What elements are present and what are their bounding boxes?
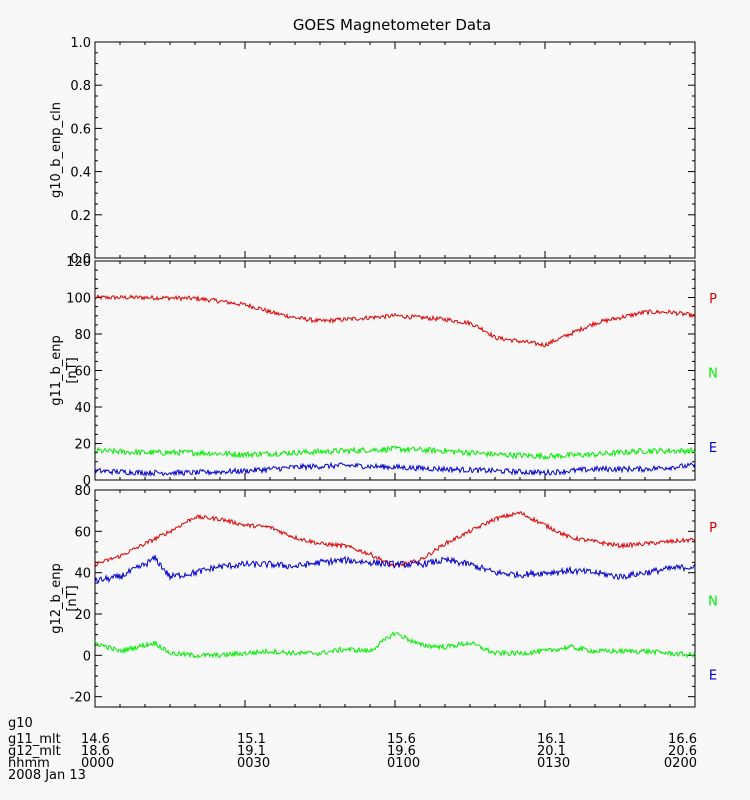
panel-3: -20 0 20 40 60 80 g12_b_enp [nT] P N E xyxy=(49,484,718,708)
panel-2: 0 20 40 60 80 100 120 g11_b_enp [nT] P N E xyxy=(49,255,718,489)
panel-1: 0.0 0.2 0.4 0.6 0.8 1.0 g10_b_enp_cln xyxy=(49,36,696,267)
x-tick-label-hhmm: 0200 xyxy=(664,756,697,771)
y-tick-label: 0.6 xyxy=(70,122,91,137)
x-tick-label-g12_mlt: 19.6 xyxy=(387,744,416,759)
y-tick-label: 40 xyxy=(74,401,91,416)
x-tick-label-g12_mlt: 19.1 xyxy=(237,744,266,759)
x-tick-label-g12_mlt: 20.1 xyxy=(537,744,566,759)
y-tick-label: 60 xyxy=(74,365,91,380)
legend-label-E: E xyxy=(709,668,717,683)
series-line-E xyxy=(94,631,696,659)
y-tick-label: -20 xyxy=(70,691,91,706)
legend-label-N: N xyxy=(708,367,718,382)
y-tick-label: 0 xyxy=(83,474,91,489)
y-tick-label: 0.2 xyxy=(70,209,91,224)
x-tick-label-hhmm: 0130 xyxy=(537,756,570,771)
y-tick-label: 0.4 xyxy=(70,166,91,181)
series-line-N xyxy=(94,445,696,461)
series-line-N xyxy=(94,555,696,585)
y-tick-label: 80 xyxy=(74,328,91,343)
x-row-label: hhmm xyxy=(8,756,50,771)
y-tick-label: 0 xyxy=(83,649,91,664)
y-tick-label: 100 xyxy=(66,292,91,307)
y-axis-label: g11_b_enp xyxy=(49,335,64,406)
x-tick-label-hhmm: 0100 xyxy=(387,756,420,771)
x-tick-label-g12_mlt: 18.6 xyxy=(81,744,110,759)
y-tick-label: 20 xyxy=(74,438,91,453)
y-axis-label: g10_b_enp_cln xyxy=(49,102,64,198)
chart-title: GOES Magnetometer Data xyxy=(293,16,491,34)
legend-label-N: N xyxy=(708,595,718,610)
series-line-P xyxy=(94,294,696,348)
legend-label-E: E xyxy=(709,441,717,456)
legend-label-P: P xyxy=(709,292,717,307)
x-tick-label-g11_mlt: 15.6 xyxy=(387,732,416,747)
series-line-E xyxy=(94,461,696,478)
x-tick-label-g11_mlt: 15.1 xyxy=(237,732,266,747)
y-tick-label: 60 xyxy=(74,525,91,540)
y-axis-label: g12_b_enp xyxy=(49,563,64,634)
y-axis-unit: [nT] xyxy=(65,357,80,383)
x-tick-label-g11_mlt: 16.1 xyxy=(537,732,566,747)
x-row-label: g12_mlt xyxy=(8,744,61,759)
y-tick-label: 80 xyxy=(74,484,91,499)
x-tick-label-g11_mlt: 14.6 xyxy=(81,732,110,747)
x-row-label: g10 xyxy=(8,716,33,731)
x-row-label: 2008 Jan 13 xyxy=(8,768,86,783)
x-tick-label-g12_mlt: 20.6 xyxy=(668,744,697,759)
panels: 0.0 0.2 0.4 0.6 0.8 1.0 g10_b_enp_cln 0 20 40 60 80… xyxy=(49,36,718,708)
y-tick-label: 120 xyxy=(66,255,91,270)
y-tick-label: 0.0 xyxy=(70,252,91,267)
y-tick-label: 1.0 xyxy=(70,36,91,51)
x-tick-label-hhmm: 0000 xyxy=(81,756,114,771)
x-tick-label-g11_mlt: 16.6 xyxy=(668,732,697,747)
y-tick-label: 40 xyxy=(74,567,91,582)
y-tick-label: 20 xyxy=(74,608,91,623)
x-tick-label-hhmm: 0030 xyxy=(237,756,270,771)
y-axis-unit: [nT] xyxy=(65,585,80,611)
y-tick-label: 0.8 xyxy=(70,79,91,94)
legend-label-P: P xyxy=(709,521,717,536)
x-row-label: g11_mlt xyxy=(8,732,61,747)
